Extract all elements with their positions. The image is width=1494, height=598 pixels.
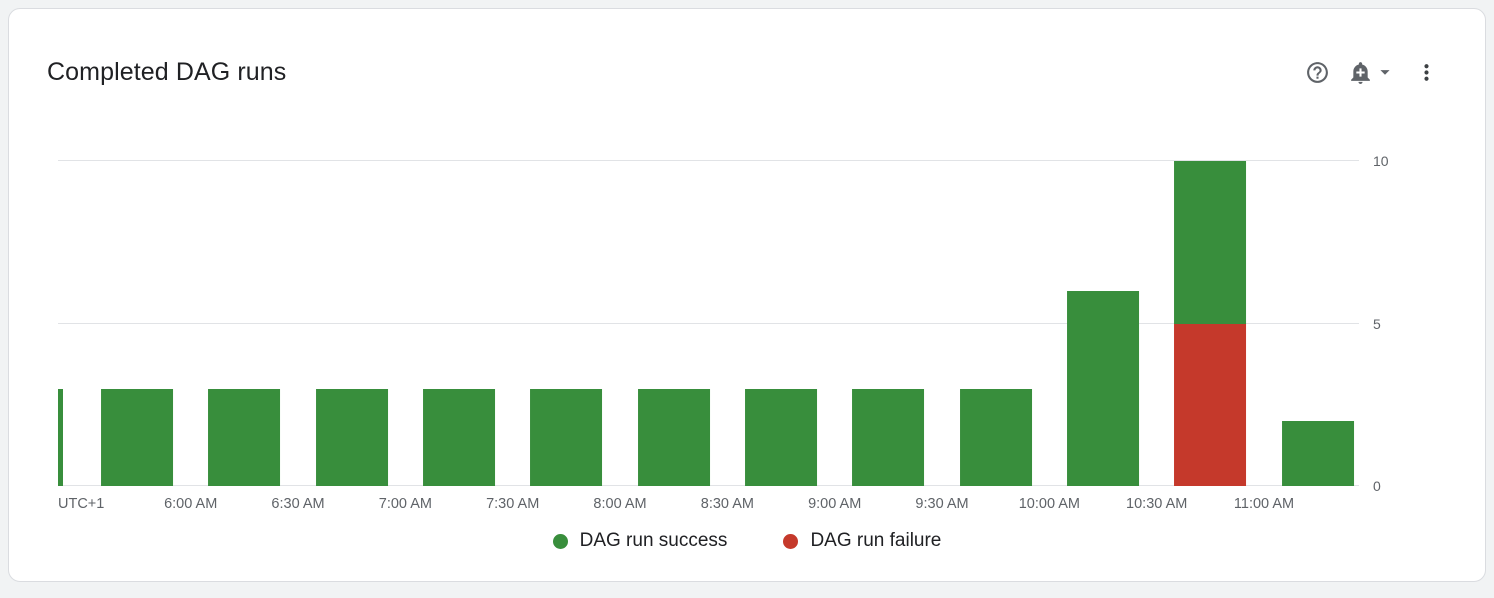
more-vert-icon <box>1424 63 1429 81</box>
bar-9[interactable] <box>959 388 1032 486</box>
x-tick-label-11: 11:00 AM <box>1233 496 1295 512</box>
bar-segment-success <box>1067 291 1139 486</box>
header-actions <box>1303 58 1441 87</box>
x-tick-label-4: 7:30 AM <box>486 496 540 512</box>
legend-label-success: DAG run success <box>579 530 728 551</box>
bar-6[interactable] <box>637 388 710 486</box>
help-button[interactable] <box>1303 58 1332 87</box>
bar-segment-success <box>1174 161 1247 324</box>
legend: DAG run success DAG run failure <box>9 530 1485 552</box>
completed-dag-runs-card: Completed DAG runs 0 5 10 UTC+1 6:00 AM 6:30… <box>8 8 1486 582</box>
bar-2[interactable] <box>208 388 281 486</box>
legend-label-failure: DAG run failure <box>810 530 942 551</box>
bar-segment-success <box>637 388 710 486</box>
bar-8[interactable] <box>852 388 925 486</box>
x-tick-label-1: 6:00 AM <box>164 496 218 512</box>
bar-segment-success <box>315 388 388 486</box>
x-tick-label-7: 9:00 AM <box>808 496 862 512</box>
x-tick-label-5: 8:00 AM <box>593 496 647 512</box>
x-tick-label-10: 10:30 AM <box>1126 496 1188 512</box>
x-tick-label-8: 9:30 AM <box>915 496 969 512</box>
x-tick-label-6: 8:30 AM <box>700 496 754 512</box>
bar-11[interactable] <box>1174 161 1247 486</box>
success-dot-icon <box>552 533 568 549</box>
chart-area: 0 5 10 UTC+1 6:00 AM 6:30 AM 7:00 AM 7:30 AM 8:… <box>58 154 1389 512</box>
card-title: Completed DAG runs <box>47 58 287 86</box>
x-tick-label-9: 10:00 AM <box>1018 496 1080 512</box>
bar-4[interactable] <box>423 388 495 486</box>
bar-segment-success <box>1281 421 1354 486</box>
bar-0[interactable] <box>58 388 63 486</box>
bar-segment-success <box>58 388 63 486</box>
failure-dot-icon <box>783 533 799 549</box>
y-axis-label-0: 0 <box>1373 478 1381 494</box>
bar-segment-failure <box>1174 323 1247 486</box>
gridline-5 <box>58 322 1359 324</box>
y-axis-label-10: 10 <box>1373 153 1389 169</box>
card-header: Completed DAG runs <box>9 9 1485 87</box>
legend-item-failure[interactable]: DAG run failure <box>783 530 941 552</box>
bar-segment-success <box>959 388 1032 486</box>
bar-7[interactable] <box>745 388 817 486</box>
y-axis-label-5: 5 <box>1373 315 1381 332</box>
x-axis: UTC+1 6:00 AM 6:30 AM 7:00 AM 7:30 AM 8:00 AM… <box>58 486 1359 520</box>
x-tick-label-0: UTC+1 <box>58 496 105 512</box>
bar-segment-success <box>423 388 495 486</box>
gridline-10 <box>58 160 1359 161</box>
chevron-down-icon <box>1380 70 1390 75</box>
more-options-button[interactable] <box>1412 58 1441 87</box>
bar-1[interactable] <box>101 388 173 486</box>
bar-10[interactable] <box>1067 291 1139 486</box>
plot-area: 0 5 10 <box>58 154 1389 493</box>
bar-segment-success <box>745 388 817 486</box>
bar-segment-success <box>530 388 603 486</box>
legend-item-success[interactable]: DAG run success <box>552 530 728 552</box>
bar-3[interactable] <box>315 388 388 486</box>
bar-5[interactable] <box>530 388 603 486</box>
add-alert-icon <box>1351 61 1370 84</box>
bar-12[interactable] <box>1281 421 1354 486</box>
help-icon <box>1307 61 1328 83</box>
bar-segment-success <box>208 388 281 486</box>
x-tick-label-3: 7:00 AM <box>378 496 432 512</box>
x-tick-label-2: 6:30 AM <box>271 496 325 512</box>
bar-segment-success <box>101 388 173 486</box>
add-alert-button[interactable] <box>1346 58 1398 87</box>
bar-segment-success <box>852 388 925 486</box>
